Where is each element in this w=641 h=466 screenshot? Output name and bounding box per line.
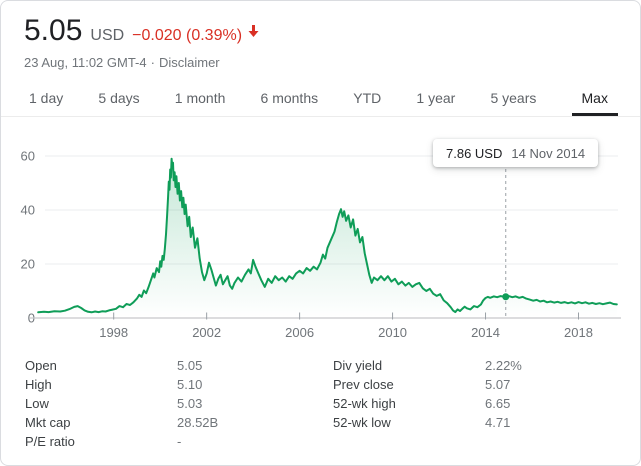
current-price: 5.05 <box>24 14 83 47</box>
tooltip-date: 14 Nov 2014 <box>511 145 586 161</box>
chart-tooltip: 7.86 USD 14 Nov 2014 <box>433 139 599 167</box>
meta-separator: · <box>150 55 155 70</box>
stat-label: 52-wk high <box>333 396 396 411</box>
stat-label: High <box>25 377 52 392</box>
stat-label: Mkt cap <box>25 415 71 430</box>
stat-value: 5.05 <box>177 358 203 373</box>
tab-max[interactable]: Max <box>571 80 618 116</box>
quote-meta: 23 Aug, 11:02 GMT-4 · Disclaimer <box>24 55 260 70</box>
down-arrow-icon <box>247 24 260 43</box>
tab-ytd[interactable]: YTD <box>353 90 382 106</box>
x-axis-label: 1998 <box>99 325 128 340</box>
stat-value: 5.03 <box>177 396 203 411</box>
stat-value: 5.07 <box>485 377 511 392</box>
tab-5-days[interactable]: 5 days <box>98 90 140 106</box>
key-stats: Open 5.05 High 5.10 Low 5.03 Mkt cap 28.52B P/E … <box>25 356 620 451</box>
stat-label: 52-wk low <box>333 415 391 430</box>
y-axis-label: 40 <box>21 203 35 218</box>
x-axis-label: 2010 <box>378 325 407 340</box>
stat-row: Prev close 5.07 <box>333 375 620 394</box>
tab-6-months[interactable]: 6 months <box>260 90 319 106</box>
y-axis-label: 20 <box>21 257 35 272</box>
x-axis-label: 2002 <box>192 325 221 340</box>
data-point-marker <box>502 293 510 301</box>
stat-row: Mkt cap 28.52B <box>25 413 333 432</box>
stat-value: - <box>177 434 182 449</box>
stat-row: Open 5.05 <box>25 356 333 375</box>
stat-row: Low 5.03 <box>25 394 333 413</box>
time-range-tabs: 1 day 5 days 1 month 6 months YTD 1 year 5 yea… <box>1 80 640 117</box>
stats-column-right: Div yield 2.22% Prev close 5.07 52-wk high 6.… <box>333 356 620 451</box>
stat-label: Prev close <box>333 377 394 392</box>
stat-label: Low <box>25 396 49 411</box>
stat-value: 2.22% <box>485 358 522 373</box>
stat-row: P/E ratio - <box>25 432 333 451</box>
price-line-path <box>37 157 618 314</box>
x-axis-label: 2018 <box>564 325 593 340</box>
disclaimer-link[interactable]: Disclaimer <box>158 55 220 70</box>
stat-row: 52-wk low 4.71 <box>333 413 620 432</box>
tab-1-month[interactable]: 1 month <box>174 90 226 106</box>
tab-1-year[interactable]: 1 year <box>416 90 456 106</box>
stat-value: 4.71 <box>485 415 511 430</box>
tooltip-price: 7.86 USD <box>446 145 503 161</box>
x-axis-label: 2014 <box>471 325 500 340</box>
price-header: 5.05 USD −0.020 (0.39%) 23 Aug, 11:02 GM… <box>24 14 260 70</box>
tab-5-years[interactable]: 5 years <box>490 90 537 106</box>
stat-value: 28.52B <box>177 415 219 430</box>
price-change: −0.020 (0.39%) <box>132 27 243 44</box>
area-fill <box>38 158 617 318</box>
quote-timestamp: 23 Aug, 11:02 GMT-4 <box>24 55 147 70</box>
stat-label: P/E ratio <box>25 434 75 449</box>
stat-row: Div yield 2.22% <box>333 356 620 375</box>
x-axis-label: 2006 <box>285 325 314 340</box>
price-chart[interactable]: 0 20 40 60 1998 2002 2006 2010 2014 2018 <box>1 116 640 351</box>
stat-label: Div yield <box>333 358 383 373</box>
stat-row: High 5.10 <box>25 375 333 394</box>
stat-value: 6.65 <box>485 396 511 411</box>
stat-label: Open <box>25 358 57 373</box>
stat-value: 5.10 <box>177 377 203 392</box>
tab-1-day[interactable]: 1 day <box>29 90 64 106</box>
currency-label: USD <box>90 27 125 44</box>
stat-row: 52-wk high 6.65 <box>333 394 620 413</box>
stats-column-left: Open 5.05 High 5.10 Low 5.03 Mkt cap 28.52B P/E … <box>25 356 333 451</box>
y-axis-label: 60 <box>21 149 35 164</box>
